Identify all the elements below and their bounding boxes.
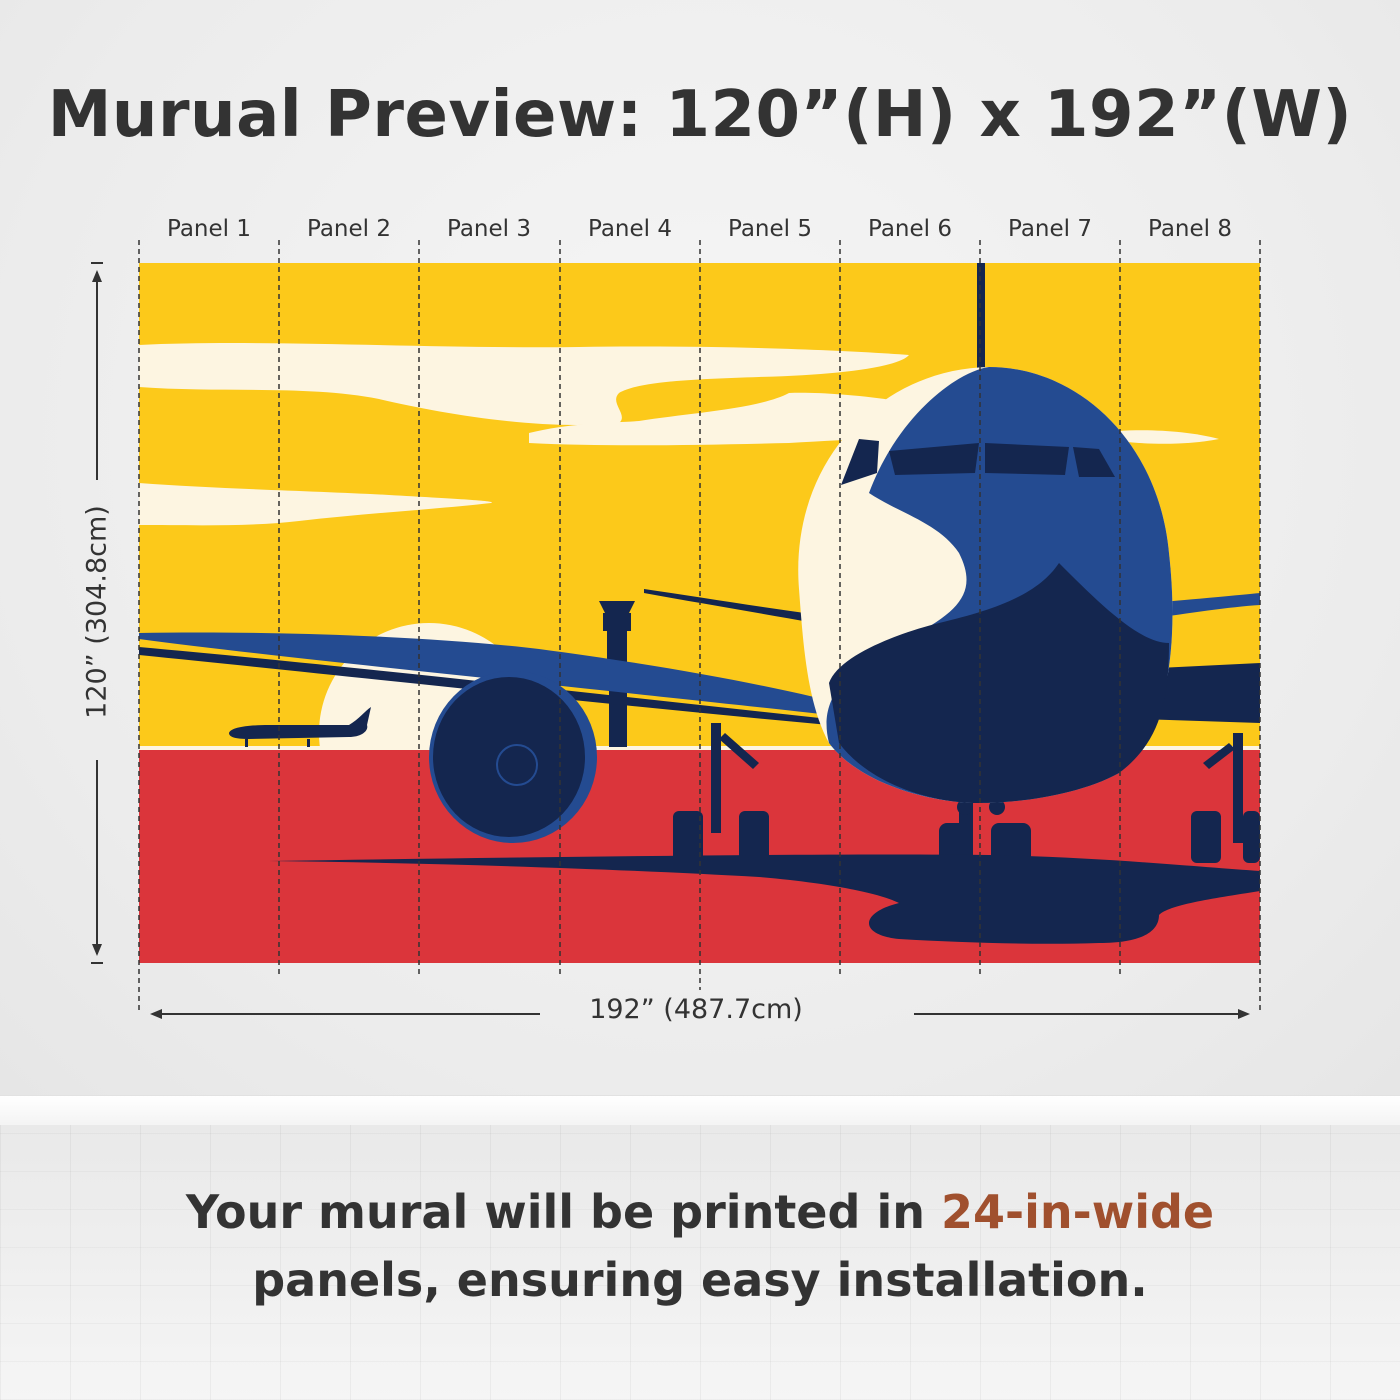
height-dimension-label: 120” (304.8cm): [81, 505, 113, 719]
caption-highlight: 24-in-wide: [940, 1185, 1215, 1239]
mural-artwork: [139, 263, 1260, 963]
panel-label-6: Panel 6: [868, 216, 952, 242]
panel-label-3: Panel 3: [447, 216, 531, 242]
mural-airliner: [798, 263, 1173, 803]
wood-floor: [0, 1125, 1400, 1400]
caption: Your mural will be printed in 24-in-wide…: [0, 1178, 1400, 1314]
panel-label-7: Panel 7: [1008, 216, 1092, 242]
panel-label-5: Panel 5: [728, 216, 812, 242]
width-dimension-label: 192” (487.7cm): [589, 994, 803, 1025]
panel-label-1: Panel 1: [167, 216, 251, 242]
page-title: Murual Preview: 120”(H) x 192”(W): [47, 78, 1353, 152]
caption-prefix: Your mural will be printed in: [185, 1185, 925, 1239]
panel-label-8: Panel 8: [1148, 216, 1232, 242]
mural-plane-shadow: [269, 854, 1260, 944]
panel-label-2: Panel 2: [307, 216, 391, 242]
caption-line-2: panels, ensuring easy installation.: [252, 1253, 1148, 1307]
panel-label-4: Panel 4: [588, 216, 672, 242]
mural-left-wing: [139, 632, 839, 715]
mural-right-wing: [1149, 593, 1260, 619]
baseboard: [0, 1095, 1400, 1127]
mural-distant-plane: [229, 707, 371, 747]
mural-engine: [429, 671, 597, 843]
caption-line-1: Your mural will be printed in 24-in-wide: [0, 1178, 1400, 1246]
